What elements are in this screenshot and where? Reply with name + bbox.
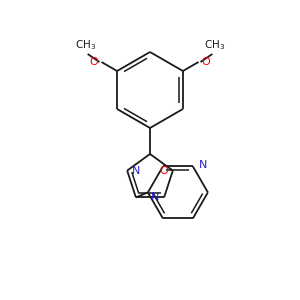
Text: CH$_3$: CH$_3$ <box>204 38 225 52</box>
Text: N: N <box>132 166 140 176</box>
Text: O: O <box>159 166 168 176</box>
Text: CH$_3$: CH$_3$ <box>75 38 96 52</box>
Text: N: N <box>151 192 159 203</box>
Text: N: N <box>199 160 207 170</box>
Text: O: O <box>90 57 98 67</box>
Text: O: O <box>202 57 210 67</box>
